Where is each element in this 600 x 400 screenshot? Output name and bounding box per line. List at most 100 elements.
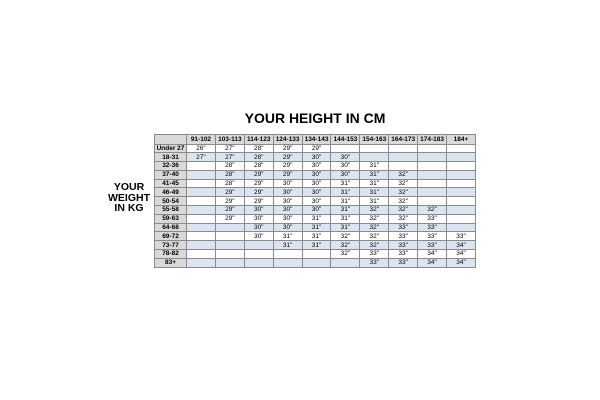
size-cell: 31" <box>301 222 332 233</box>
table-row: 69-72 30" 31" 31" 32" 32" 33" 33" 33" <box>154 231 476 242</box>
size-cell: 29" <box>301 143 332 154</box>
size-cell <box>330 257 361 268</box>
size-cell: 33" <box>388 240 419 251</box>
size-cell <box>446 196 476 207</box>
size-cell: 30" <box>330 152 361 163</box>
table-row: 59-63 29" 30" 30" 31" 31" 32" 32" 33" <box>154 213 476 224</box>
size-cell: 31" <box>272 231 303 242</box>
size-cell: 32" <box>359 231 390 242</box>
size-cell: 31" <box>301 240 332 251</box>
size-cell <box>417 161 448 171</box>
column-header: 91-102 <box>186 134 216 145</box>
table-row: 37-40 28" 29" 29" 30" 30" 31" 32" <box>154 169 476 180</box>
size-cell: 30" <box>243 205 274 215</box>
size-cell: 31" <box>359 196 390 207</box>
size-cell: 30" <box>243 231 274 242</box>
row-header: 64-68 <box>154 222 187 233</box>
size-cell: 28" <box>214 161 245 171</box>
table-row: 41-45 28" 29" 30" 30" 31" 31" 32" <box>154 178 476 189</box>
size-cell: 31" <box>359 169 390 180</box>
size-cell: 30" <box>301 196 332 207</box>
row-header: 32-36 <box>154 161 187 171</box>
size-cell: 30" <box>272 187 303 198</box>
size-cell: 30" <box>272 222 303 233</box>
size-cell: 30" <box>243 213 274 224</box>
corner-cell <box>154 134 187 145</box>
size-cell: 31" <box>330 178 361 189</box>
size-cell: 29" <box>214 205 245 215</box>
table-row: 50-54 29" 29" 30" 30" 31" 31" 32" <box>154 196 476 207</box>
table-row: 55-58 29" 30" 30" 30" 31" 32" 32" 32" <box>154 205 476 215</box>
size-cell: 31" <box>272 240 303 251</box>
size-cell <box>214 249 245 259</box>
size-cell: 30" <box>272 178 303 189</box>
row-header: 18-31 <box>154 152 187 163</box>
table-row: 78-82 32" 33" 33" 34" 34" <box>154 249 476 259</box>
size-cell: 31" <box>359 187 390 198</box>
size-cell: 30" <box>301 161 332 171</box>
size-cell <box>272 257 303 268</box>
size-cell: 30" <box>272 205 303 215</box>
size-cell: 33" <box>417 222 448 233</box>
size-cell: 31" <box>359 161 390 171</box>
column-header: 114-123 <box>243 134 274 145</box>
size-cell: 30" <box>272 196 303 207</box>
size-cell <box>186 222 216 233</box>
size-cell: 34" <box>417 249 448 259</box>
size-cell: 31" <box>301 213 332 224</box>
size-cell: 31" <box>330 187 361 198</box>
size-chart-table: 91-102 103-113 114-123 124-133 134-143 144-15… <box>154 134 476 268</box>
size-cell: 31" <box>330 222 361 233</box>
size-cell: 30" <box>330 161 361 171</box>
size-cell: 32" <box>359 205 390 215</box>
size-cell: 29" <box>243 169 274 180</box>
row-header: 41-45 <box>154 178 187 189</box>
size-cell <box>272 249 303 259</box>
size-cell <box>186 240 216 251</box>
size-cell <box>214 222 245 233</box>
size-cell: 34" <box>446 249 476 259</box>
column-header: 184+ <box>446 134 476 145</box>
size-cell: 32" <box>388 205 419 215</box>
size-cell: 30" <box>301 205 332 215</box>
size-cell <box>186 205 216 215</box>
size-cell: 33" <box>417 240 448 251</box>
size-cell: 29" <box>272 161 303 171</box>
column-header: 144-153 <box>330 134 361 145</box>
size-cell: 33" <box>359 257 390 268</box>
size-cell: 30" <box>301 187 332 198</box>
size-cell <box>186 196 216 207</box>
size-cell <box>186 231 216 242</box>
row-header: 59-63 <box>154 213 187 224</box>
size-cell: 32" <box>388 187 419 198</box>
table-row: 32-36 28" 28" 29" 30" 30" 31" <box>154 161 476 171</box>
size-cell: 28" <box>214 178 245 189</box>
size-cell <box>417 152 448 163</box>
table-row: 18-31 27" 27" 28" 29" 30" 30" <box>154 152 476 163</box>
size-cell <box>243 240 274 251</box>
size-cell <box>186 178 216 189</box>
size-cell: 29" <box>214 196 245 207</box>
size-cell: 30" <box>243 222 274 233</box>
row-header: 50-54 <box>154 196 187 207</box>
size-cell <box>214 231 245 242</box>
column-header: 134-143 <box>301 134 332 145</box>
size-cell: 29" <box>243 196 274 207</box>
size-cell <box>243 257 274 268</box>
size-cell: 32" <box>359 213 390 224</box>
size-cell <box>446 222 476 233</box>
row-header: 73-77 <box>154 240 187 251</box>
size-cell: 27" <box>214 143 245 154</box>
column-header: 124-133 <box>272 134 303 145</box>
size-cell <box>446 178 476 189</box>
row-header: 69-72 <box>154 231 187 242</box>
size-cell: 31" <box>301 231 332 242</box>
size-cell: 28" <box>214 169 245 180</box>
size-cell: 29" <box>214 187 245 198</box>
size-cell: 29" <box>214 213 245 224</box>
row-header: 46-49 <box>154 187 187 198</box>
size-cell: 33" <box>388 249 419 259</box>
size-cell <box>446 213 476 224</box>
weight-label-line: YOUR <box>113 181 145 193</box>
size-cell <box>417 187 448 198</box>
